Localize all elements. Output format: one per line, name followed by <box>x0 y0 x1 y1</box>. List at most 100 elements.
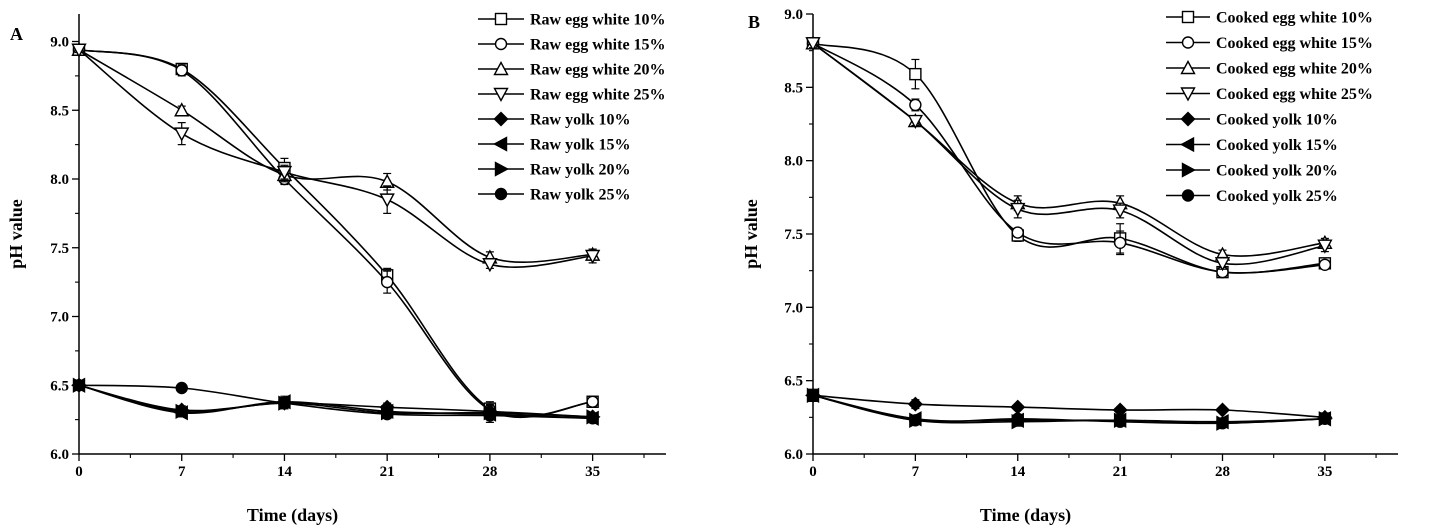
series-line <box>812 42 1325 274</box>
x-tick-label: 35 <box>1317 464 1332 480</box>
y-tick-label: 7.5 <box>784 227 803 243</box>
legend-marker <box>493 136 508 152</box>
data-point <box>72 379 86 392</box>
panel-a-x-axis-title: Time (days) <box>247 505 338 526</box>
y-tick-label: 6.0 <box>784 447 803 463</box>
panel-b-x-axis-title: Time (days) <box>980 505 1071 526</box>
legend-label: Cooked yolk 10% <box>1216 112 1338 129</box>
data-point <box>909 98 922 112</box>
panel-b-letter: B <box>748 12 760 32</box>
legend-marker <box>1180 111 1196 127</box>
x-tick-label: 14 <box>277 464 293 480</box>
panel-b-legend: Cooked egg white 10% Cooked egg white 15%… <box>1166 10 1373 205</box>
data-point <box>278 396 291 410</box>
series-line <box>78 384 593 418</box>
series-line <box>812 394 1325 419</box>
legend-marker <box>1180 60 1196 75</box>
y-tick-label: 8.5 <box>50 103 69 119</box>
x-tick-label: 28 <box>1215 464 1230 480</box>
data-point <box>175 403 190 420</box>
series-2 <box>72 43 599 419</box>
series-line <box>812 394 1325 425</box>
data-point <box>174 127 190 142</box>
data-point <box>483 409 497 422</box>
data-point <box>1318 412 1332 425</box>
data-point <box>1011 226 1024 239</box>
data-point <box>909 67 922 81</box>
legend-marker <box>494 12 508 26</box>
data-point <box>586 395 599 408</box>
legend-label: Raw egg white 15% <box>530 37 666 54</box>
series-line <box>78 48 593 419</box>
x-tick-label: 0 <box>75 464 83 480</box>
data-point <box>806 389 820 402</box>
x-tick-label: 28 <box>482 464 497 480</box>
legend-marker <box>1181 189 1195 202</box>
data-point <box>584 249 601 264</box>
data-point <box>1113 415 1127 428</box>
x-tick-label: 21 <box>1113 464 1128 480</box>
legend-label: Cooked yolk 15% <box>1216 137 1338 154</box>
x-tick-label: 7 <box>912 464 920 480</box>
data-point <box>1215 402 1230 418</box>
series-line <box>78 384 593 420</box>
data-point <box>1010 202 1026 218</box>
legend-label: Cooked yolk 20% <box>1216 163 1338 180</box>
data-point <box>175 64 188 77</box>
y-tick-label: 6.5 <box>50 378 69 394</box>
y-tick-label: 9.0 <box>50 35 69 51</box>
legend-label: Cooked egg white 25% <box>1216 86 1373 103</box>
legend-marker <box>494 37 508 51</box>
data-point <box>175 381 188 395</box>
x-tick-label: 35 <box>585 464 600 480</box>
legend-marker <box>493 87 509 102</box>
x-tick-label: 7 <box>178 464 186 480</box>
legend-label: Cooked egg white 20% <box>1216 61 1373 78</box>
data-point <box>907 114 924 130</box>
panel-a-letter: A <box>10 24 23 44</box>
data-point <box>907 396 923 412</box>
data-point <box>1318 258 1332 271</box>
data-point <box>1216 417 1229 430</box>
data-point <box>805 37 821 52</box>
panel-b-chart: B 6.0 6.5 7.0 7.5 8.0 8.5 9.0 0 7 14 21 28 35 Time (da… <box>741 7 1398 526</box>
panel-a-chart: A 6.0 6.5 7.0 7.5 8.0 8.5 9.0 0 7 14 21 28 35 Time (da… <box>6 12 666 526</box>
legend-label: Cooked egg white 10% <box>1216 10 1373 27</box>
legend-marker <box>493 61 509 76</box>
data-point <box>482 258 498 273</box>
data-point <box>380 407 394 421</box>
data-point <box>1214 257 1231 272</box>
x-tick-label: 21 <box>380 464 395 480</box>
y-tick-label: 8.5 <box>784 80 803 96</box>
series-line <box>78 49 593 264</box>
series-line <box>812 42 1325 274</box>
data-point <box>174 102 190 117</box>
legend-label: Raw egg white 10% <box>530 12 666 29</box>
legend-label: Cooked yolk 25% <box>1216 188 1338 205</box>
legend-marker <box>1181 36 1195 49</box>
data-point <box>71 43 87 58</box>
legend-label: Raw egg white 25% <box>530 87 666 104</box>
y-tick-label: 6.5 <box>784 374 803 390</box>
y-tick-label: 7.0 <box>50 310 69 326</box>
y-tick-label: 9.0 <box>784 7 803 23</box>
data-point <box>1317 239 1333 254</box>
data-point <box>1113 236 1127 250</box>
legend-label: Raw yolk 10% <box>530 112 630 129</box>
legend-marker <box>494 187 508 201</box>
panel-a-legend: Raw egg white 10% Raw egg white 15% Raw eg… <box>478 12 666 204</box>
legend-marker <box>493 111 509 127</box>
series-5 <box>805 387 1333 425</box>
series-line <box>78 48 593 418</box>
series-line <box>78 49 593 268</box>
y-tick-label: 7.0 <box>784 300 803 316</box>
series-line <box>78 384 593 418</box>
series-4 <box>71 43 601 273</box>
y-tick-label: 7.5 <box>50 241 69 257</box>
data-point <box>909 414 922 427</box>
legend-marker <box>1180 136 1195 153</box>
legend-label: Cooked egg white 15% <box>1216 35 1373 52</box>
data-point <box>586 412 599 425</box>
y-tick-label: 6.0 <box>50 447 69 463</box>
panel-b-y-axis-title: pH value <box>741 199 761 269</box>
